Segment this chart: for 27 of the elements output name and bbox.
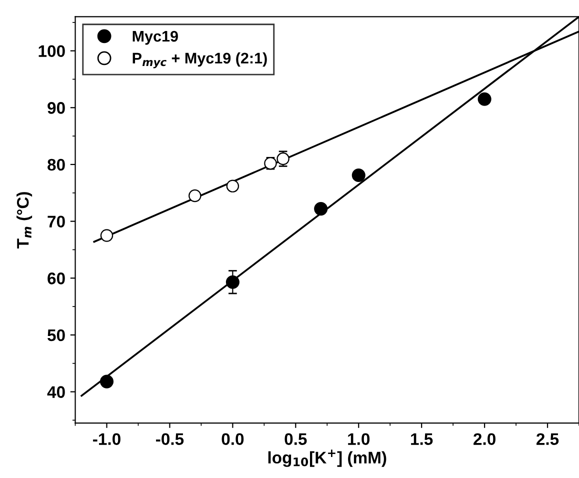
x-tick-label: 2.5 [536,433,559,445]
y-tick-label: 70 [48,216,65,228]
y-tick-label: 80 [48,158,65,171]
x-tick-label: 0.0 [222,433,244,445]
point [100,374,114,388]
point [478,92,492,106]
point [352,168,366,182]
point [226,180,240,192]
point [226,275,240,289]
x-tick-label: 1.0 [348,433,370,445]
y-tick-label: 60 [48,272,65,284]
x-tick-label: 0.5 [284,433,307,445]
y-tick-label: 50 [48,329,65,342]
legend-label: P$_{myc}$ + Myc19 (2:1) [132,52,267,68]
x-tick-label: 1.5 [411,433,433,445]
point [100,229,114,242]
x-tick-label: 2.0 [474,433,496,445]
point [314,202,328,216]
y-tick-label: 40 [47,386,65,398]
point [188,189,202,202]
y-axis-title: T$_{m}$ (°C) [16,192,32,248]
y-tick-label: 90 [48,102,65,114]
x-tick-label: -0.5 [156,433,184,445]
legend-label: Myc19 [132,30,178,45]
x-axis-title: log$_{10}$[K$^{+}$] (mM) [268,450,386,467]
x-tick-label: -1.0 [93,433,120,445]
y-tick-label: 100 [38,45,65,58]
